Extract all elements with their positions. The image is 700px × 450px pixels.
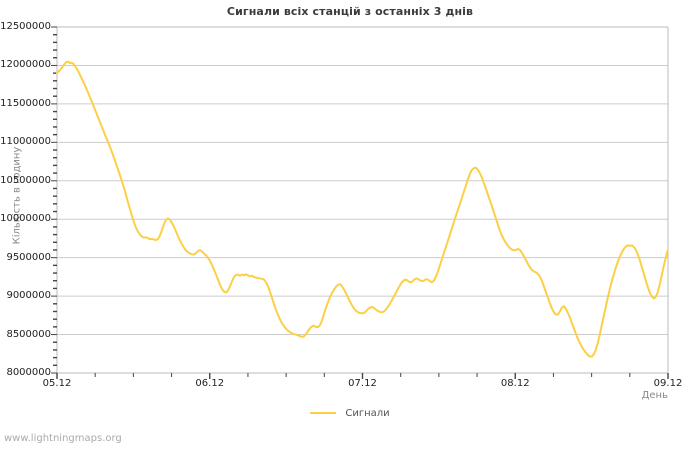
legend-swatch-icon <box>310 411 337 414</box>
y-axis-tick-label: 11500000 <box>0 97 51 109</box>
x-axis-tick-label: 08.12 <box>500 378 530 389</box>
watermark-text: www.lightningmaps.org <box>4 433 122 444</box>
y-axis-tick-label: 11000000 <box>0 136 51 148</box>
legend-item-signals[interactable]: Сигнали <box>310 408 390 420</box>
y-axis-tick-label: 9000000 <box>6 290 51 302</box>
legend-label: Сигнали <box>345 408 390 419</box>
x-axis-tick-label: 05.12 <box>42 378 72 389</box>
x-axis-tick-label: 07.12 <box>348 378 377 389</box>
x-axis-tick-label: 06.12 <box>195 378 225 389</box>
y-axis-tick-label: 9500000 <box>6 251 51 263</box>
y-axis-tick-label: 8500000 <box>6 328 51 340</box>
y-axis-tick-label: 12000000 <box>0 59 51 71</box>
chart-title: Сигнали всіх станцій з останніх 3 днів <box>226 5 474 18</box>
y-axis-tick-label: 8000000 <box>6 367 51 378</box>
x-axis-label: День <box>641 390 668 401</box>
y-axis-tick-label: 10000000 <box>0 213 51 225</box>
chart-legend: Сигнали <box>0 408 700 420</box>
y-axis-label: Кількість в годину <box>11 146 23 245</box>
data-series-line-signals <box>56 60 669 358</box>
y-axis-tick-label: 10500000 <box>0 174 51 186</box>
x-axis-tick-label: 09.12 <box>653 378 683 389</box>
y-axis-tick-label: 12500000 <box>0 21 51 32</box>
